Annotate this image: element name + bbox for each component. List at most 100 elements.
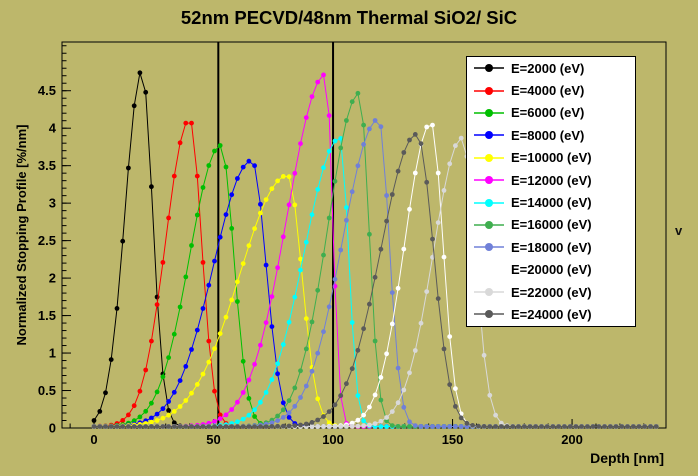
series-marker bbox=[326, 420, 332, 426]
series-marker bbox=[303, 239, 309, 245]
series-marker bbox=[590, 424, 596, 429]
series-marker bbox=[355, 90, 361, 96]
series-marker bbox=[453, 424, 458, 429]
series-marker bbox=[378, 397, 384, 403]
series-marker bbox=[338, 424, 344, 429]
series-marker bbox=[177, 140, 183, 146]
series-marker bbox=[183, 424, 189, 429]
series-marker bbox=[252, 407, 257, 413]
series-marker bbox=[280, 400, 286, 406]
legend-label: E=14000 (eV) bbox=[511, 195, 592, 211]
series-marker bbox=[235, 424, 240, 429]
series-marker bbox=[275, 265, 280, 271]
series-marker bbox=[326, 113, 332, 118]
series-marker bbox=[189, 243, 194, 248]
legend-marker-icon bbox=[474, 131, 504, 140]
series-marker bbox=[240, 390, 246, 395]
series-marker bbox=[298, 256, 303, 262]
series-marker bbox=[235, 299, 240, 304]
series-marker bbox=[240, 261, 246, 266]
series-marker bbox=[171, 409, 177, 414]
series-marker bbox=[217, 331, 223, 336]
series-marker bbox=[160, 406, 166, 412]
series-marker bbox=[280, 174, 286, 179]
series-marker bbox=[240, 416, 246, 422]
series-marker bbox=[189, 347, 194, 352]
series-marker bbox=[384, 424, 389, 429]
series-marker bbox=[630, 424, 636, 429]
legend-marker-sample bbox=[485, 265, 493, 274]
series-marker bbox=[125, 165, 131, 171]
series-marker bbox=[166, 412, 172, 418]
series-marker bbox=[183, 398, 189, 403]
series-marker bbox=[206, 163, 212, 168]
series-marker bbox=[212, 424, 217, 429]
series-marker bbox=[407, 419, 412, 425]
series-marker bbox=[321, 72, 326, 78]
series-marker bbox=[258, 201, 263, 207]
legend-entry-8000: E=8000 (eV) bbox=[467, 124, 635, 146]
series-marker bbox=[367, 126, 372, 132]
legend-marker-icon bbox=[474, 176, 504, 185]
series-marker bbox=[315, 79, 321, 85]
series-marker bbox=[229, 192, 235, 198]
series-marker bbox=[303, 316, 309, 321]
series-marker bbox=[206, 338, 212, 344]
legend-entry-22000: E=22000 (eV) bbox=[467, 281, 635, 303]
series-marker bbox=[619, 424, 625, 429]
series-marker bbox=[395, 285, 401, 291]
legend-box: E=2000 (eV) E=4000 (eV) E=6000 (eV) E=8000 … bbox=[466, 56, 636, 327]
series-marker bbox=[189, 390, 194, 396]
legend-entry-4000: E=4000 (eV) bbox=[467, 79, 635, 101]
series-marker bbox=[149, 415, 154, 421]
series-marker bbox=[338, 393, 344, 398]
series-marker bbox=[149, 338, 154, 344]
series-marker bbox=[625, 424, 630, 429]
series-marker bbox=[298, 267, 303, 273]
series-marker bbox=[217, 234, 223, 240]
series-marker bbox=[355, 417, 361, 423]
chart-title: 52nm PECVD/48nm Thermal SiO2/ SiC bbox=[180, 7, 518, 28]
series-marker bbox=[303, 383, 309, 389]
series-marker bbox=[166, 215, 172, 221]
series-marker bbox=[504, 424, 510, 429]
series-marker bbox=[177, 304, 183, 310]
legend-marker-icon bbox=[474, 310, 504, 319]
series-marker bbox=[453, 404, 458, 409]
series-marker bbox=[229, 424, 235, 429]
series-marker bbox=[361, 122, 366, 128]
series-marker bbox=[355, 423, 361, 429]
series-marker bbox=[361, 423, 366, 429]
series-marker bbox=[217, 412, 223, 418]
series-marker bbox=[332, 402, 338, 408]
series-marker bbox=[412, 170, 418, 176]
series-marker bbox=[435, 296, 441, 301]
series-marker bbox=[498, 420, 504, 426]
series-marker bbox=[389, 321, 395, 327]
series-marker bbox=[401, 404, 407, 410]
series-marker bbox=[349, 320, 355, 325]
series-marker bbox=[223, 314, 229, 320]
series-marker bbox=[418, 320, 424, 326]
tick-label: 3 bbox=[49, 196, 56, 211]
series-marker bbox=[567, 424, 573, 429]
tick-label: 0 bbox=[90, 432, 97, 447]
series-marker bbox=[143, 424, 149, 429]
series-marker bbox=[338, 136, 344, 141]
series-marker bbox=[212, 148, 217, 154]
series-marker bbox=[407, 424, 412, 429]
series-marker bbox=[407, 206, 412, 212]
series-marker bbox=[430, 424, 435, 429]
series-marker bbox=[263, 424, 269, 429]
series-marker bbox=[395, 168, 401, 174]
series-marker bbox=[367, 422, 372, 428]
series-marker bbox=[177, 424, 183, 429]
series-marker bbox=[131, 403, 137, 409]
series-marker bbox=[160, 415, 166, 421]
series-marker bbox=[200, 371, 206, 377]
series-marker bbox=[418, 141, 424, 147]
legend-marker-sample bbox=[485, 243, 493, 252]
series-marker bbox=[103, 424, 108, 429]
series-marker bbox=[389, 409, 395, 414]
series-marker bbox=[292, 170, 298, 176]
